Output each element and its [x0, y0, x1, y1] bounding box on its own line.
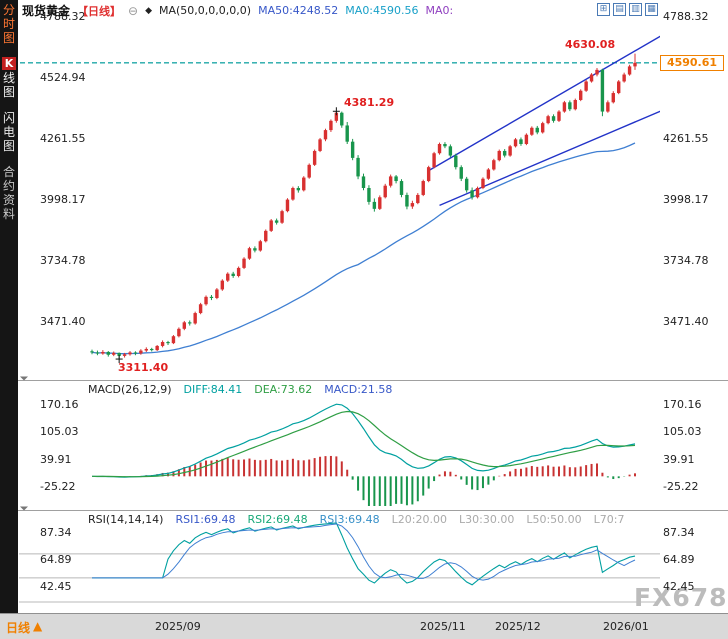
- ma-settings-label: MA(50,0,0,0,0,0): [159, 4, 252, 17]
- macd-axis-label: 170.16: [40, 398, 79, 411]
- sidebar-item-contract-info[interactable]: 合约资料: [2, 165, 15, 221]
- rsi2-value: RSI2:69.48: [247, 513, 308, 526]
- macd-dea-value: DEA:73.62: [254, 383, 313, 396]
- symbol-name: 现货黄金: [22, 4, 71, 18]
- date-label: 2025/12: [495, 620, 541, 633]
- collapse-icon[interactable]: ⊖: [128, 3, 139, 18]
- tile-rows-icon[interactable]: ▤: [613, 3, 626, 16]
- macd-axis-label: 39.91: [40, 452, 72, 466]
- period-selector-tab[interactable]: 日线 ▲: [6, 619, 42, 636]
- tile-quad-icon[interactable]: ▦: [645, 3, 658, 16]
- ma50-value: MA50:4248.52: [258, 4, 339, 17]
- main-axis-label: 4261.55: [40, 131, 86, 145]
- rsi-axis-label: 42.45: [663, 579, 695, 593]
- kline-k-badge: K: [2, 57, 16, 70]
- rsi3-value: RSI3:69.48: [319, 513, 380, 526]
- macd-axis-label: 105.03: [663, 425, 702, 439]
- sidebar-item-kline-chart[interactable]: K 线图: [0, 57, 18, 99]
- rsi-axis-label: 87.34: [40, 526, 72, 539]
- chevron-up-icon: ▲: [33, 619, 43, 633]
- chart-header: 现货黄金 【日线】 ⊖ ◆ MA(50,0,0,0,0,0) MA50:4248…: [22, 2, 453, 19]
- ma0-empty-value: MA0:: [425, 4, 454, 17]
- rsi-level30-label: L30:30.00: [459, 513, 515, 526]
- main-axis-label: 4261.55: [663, 131, 709, 145]
- high-price-label: 4630.08: [565, 38, 616, 51]
- last-price-tag: 4590.61: [660, 55, 724, 71]
- rsi-level70-label: L70:7: [593, 513, 625, 526]
- main-axis-label: 4788.32: [663, 10, 709, 23]
- left-tab-bar: 分时图 K 线图 闪电图 合约资料: [0, 0, 18, 613]
- tile-columns-icon[interactable]: ▥: [629, 3, 642, 16]
- date-label: 2025/09: [155, 620, 201, 633]
- macd-axis-label: 170.16: [663, 398, 702, 411]
- tile-grid-icon[interactable]: ⊞: [597, 3, 610, 16]
- indicator-settings-icon[interactable]: ◆: [145, 5, 152, 16]
- brand-watermark: FX678: [634, 583, 728, 612]
- rsi1-value: RSI1:69.48: [175, 513, 236, 526]
- sidebar-item-lightning-chart[interactable]: 闪电图: [2, 111, 15, 153]
- main-axis-label: 4524.94: [40, 70, 86, 84]
- date-label: 2025/11: [420, 620, 466, 633]
- rsi-level20-label: L20:20.00: [391, 513, 447, 526]
- sidebar-item-time-chart[interactable]: 分时图: [2, 3, 15, 45]
- rsi-level50-label: L50:50.00: [526, 513, 582, 526]
- date-label: 2026/01: [603, 620, 649, 633]
- peak-price-label: 4381.29: [344, 96, 395, 109]
- macd-header: MACD(26,12,9) DIFF:84.41 DEA:73.62 MACD:…: [88, 383, 392, 396]
- main-axis-label: 3471.40: [40, 314, 86, 328]
- macd-diff-value: DIFF:84.41: [183, 383, 243, 396]
- period-tab-label: 日线: [6, 621, 31, 635]
- main-axis-label: 3998.17: [663, 192, 709, 206]
- rsi-axis-label: 64.89: [663, 553, 695, 566]
- window-controls: ⊞ ▤ ▥ ▦: [597, 3, 658, 16]
- time-axis-bar: 日线 ▲ 2025/09 2025/11 2025/12 2026/01: [0, 613, 728, 639]
- rsi-header: RSI(14,14,14) RSI1:69.48 RSI2:69.48 RSI3…: [88, 513, 625, 526]
- macd-axis-label: 39.91: [663, 452, 695, 466]
- macd-hist-value: MACD:21.58: [324, 383, 393, 396]
- kline-label: 线图: [2, 71, 15, 99]
- main-axis-label: 3734.78: [663, 253, 709, 267]
- main-axis-label: 4788.32: [40, 10, 86, 23]
- macd-name: MACD(26,12,9): [88, 383, 172, 396]
- macd-axis-label: 105.03: [40, 425, 79, 439]
- main-axis-label: 3471.40: [663, 314, 709, 328]
- main-axis-label: 3734.78: [40, 253, 86, 267]
- low-price-label: 3311.40: [118, 361, 169, 374]
- rsi-axis-label: 87.34: [663, 526, 695, 539]
- rsi-axis-label: 64.89: [40, 553, 72, 566]
- rsi-axis-label: 42.45: [40, 579, 72, 593]
- macd-axis-label: -25.22: [663, 479, 699, 493]
- main-axis-label: 3998.17: [40, 192, 86, 206]
- macd-axis-label: -25.22: [40, 479, 76, 493]
- ma0-value: MA0:4590.56: [345, 4, 419, 17]
- rsi-name: RSI(14,14,14): [88, 513, 164, 526]
- period-label: 【日线】: [77, 4, 122, 18]
